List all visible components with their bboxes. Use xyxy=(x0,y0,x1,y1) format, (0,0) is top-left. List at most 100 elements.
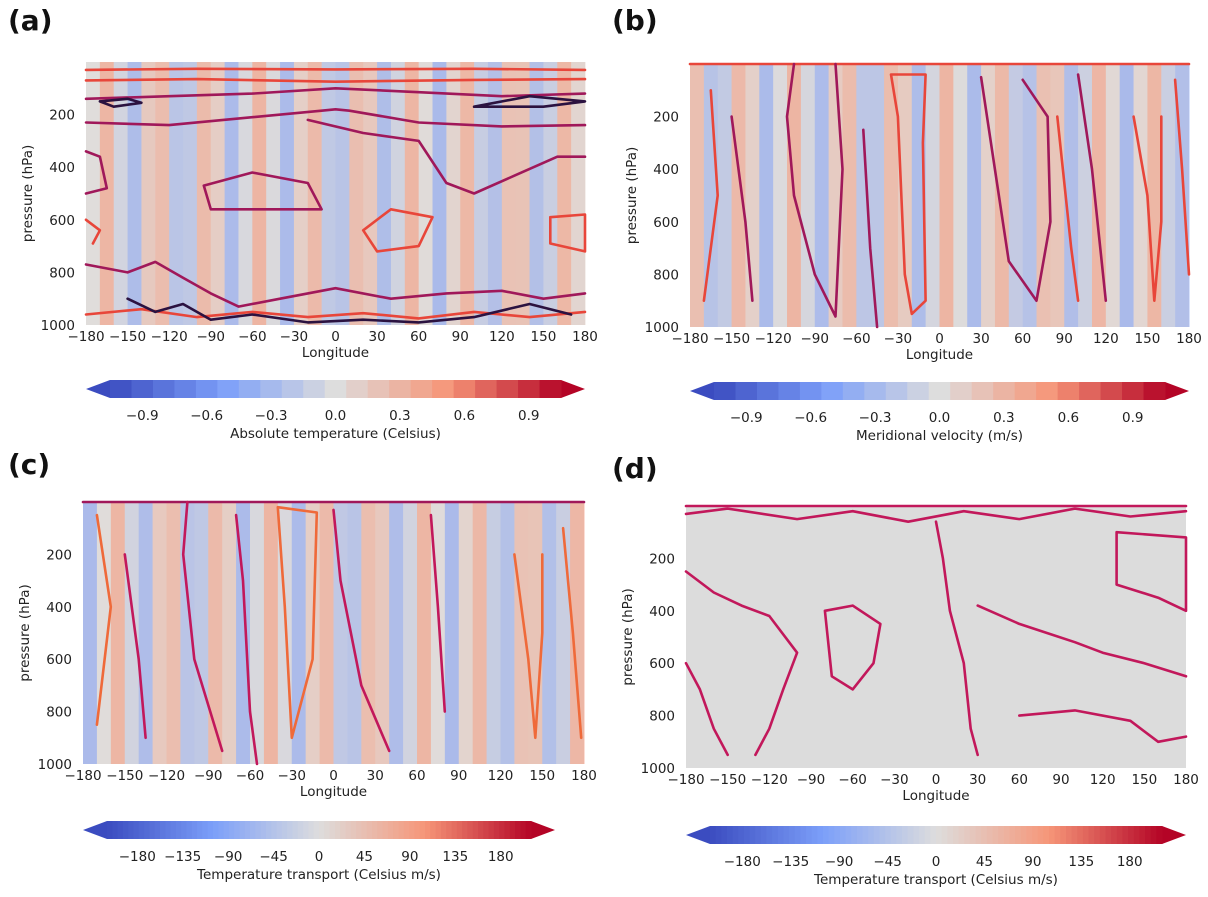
colorbar-segment xyxy=(244,821,251,839)
field-stripe xyxy=(1050,64,1065,327)
colorbar-tick-label: −90 xyxy=(214,849,243,865)
field-stripe xyxy=(375,502,390,764)
colorbar-segment xyxy=(297,821,304,839)
x-tick-label: 0 xyxy=(932,772,941,788)
colorbar-segment xyxy=(896,826,903,844)
x-tick-label: 120 xyxy=(489,329,515,345)
colorbar-segment xyxy=(308,821,315,839)
colorbar-segment xyxy=(998,826,1005,844)
colorbar-segment xyxy=(928,382,951,400)
field-stripe xyxy=(717,64,733,327)
colorbar-segment xyxy=(800,826,807,844)
chart-c: −180 −150 −120 −90 −60 −30 0 30 60 90 120 150 180 200… xyxy=(17,500,597,883)
contour-line xyxy=(84,108,587,128)
field-stripes xyxy=(690,64,1190,327)
field-stripe xyxy=(141,62,156,325)
contour-line xyxy=(549,213,587,253)
contour-line xyxy=(823,604,882,691)
colorbar-tick-label: −0.3 xyxy=(255,408,288,424)
contour-line xyxy=(1132,115,1163,302)
field-stripe xyxy=(814,64,830,327)
field-stripe xyxy=(335,62,350,325)
colorbar-segment xyxy=(842,382,865,400)
y-tick-label: 800 xyxy=(46,705,72,721)
colorbar-segment xyxy=(361,821,368,839)
x-axis-label: Longitude xyxy=(906,347,973,363)
x-axis-label: Longitude xyxy=(302,345,369,361)
field-stripe xyxy=(500,502,516,764)
colorbar-segment xyxy=(1116,826,1123,844)
x-tick-label: −120 xyxy=(151,329,188,345)
colorbar-segment xyxy=(496,380,519,398)
colorbar-segment xyxy=(749,826,756,844)
field-stripe xyxy=(208,502,223,764)
colorbar-segment xyxy=(975,826,982,844)
colorbar-segment xyxy=(432,380,455,398)
contour-lines xyxy=(81,500,586,766)
panel-label-a: (a) xyxy=(8,4,53,37)
field-stripe xyxy=(113,62,129,325)
field-stripe xyxy=(1105,64,1121,327)
y-tick-label: 800 xyxy=(649,709,675,725)
colorbar-segment xyxy=(281,380,304,398)
colorbar-segment xyxy=(941,826,948,844)
colorbar-segment xyxy=(324,380,347,398)
x-tick-label: 180 xyxy=(572,329,598,345)
colorbar-segment xyxy=(223,821,230,839)
colorbar-tick-label: 0.3 xyxy=(389,408,410,424)
colorbar-segment xyxy=(518,380,541,398)
field-stripe xyxy=(389,502,404,764)
colorbar-segment xyxy=(131,380,154,398)
plot-area xyxy=(686,506,1186,768)
colorbar-segment xyxy=(149,821,156,839)
y-tick-label: 400 xyxy=(46,600,72,616)
colorbar-min-extend xyxy=(690,382,714,400)
colorbar-segment xyxy=(303,380,326,398)
contour-line xyxy=(84,150,109,195)
axis-ticks: −180 −150 −120 −90 −60 −30 0 30 60 90 120 150 180 200… xyxy=(38,547,597,784)
x-tick-label: −30 xyxy=(884,331,913,347)
colorbar-tick-label: 0.6 xyxy=(1058,410,1079,426)
y-tick-label: 800 xyxy=(49,265,75,281)
field-stripe xyxy=(745,64,760,327)
colorbar-segment xyxy=(856,826,864,844)
colorbar-segment xyxy=(992,826,999,844)
x-tick-label: −60 xyxy=(236,768,265,784)
colorbar-segment xyxy=(472,821,479,839)
panel-d: (d) −180 −150 −120 −90 −60 −30 0 30 60 90 120 150 18… xyxy=(604,446,1208,893)
field-stripe xyxy=(349,62,364,325)
colorbar-segment xyxy=(250,821,256,839)
colorbar-segment xyxy=(950,382,973,400)
colorbar-segment xyxy=(834,826,841,844)
y-tick-label: 600 xyxy=(653,215,679,231)
x-tick-label: −150 xyxy=(713,331,750,347)
x-tick-label: 180 xyxy=(1173,772,1199,788)
colorbar-segment xyxy=(202,821,209,839)
contour-line xyxy=(1018,709,1188,744)
colorbar-segment xyxy=(313,821,320,839)
x-tick-label: −180 xyxy=(671,331,708,347)
field-stripe xyxy=(967,64,982,327)
colorbar-segment xyxy=(806,826,813,844)
colorbar-segment xyxy=(356,821,362,839)
colorbar-segment xyxy=(993,382,1016,400)
colorbar-segment xyxy=(1037,826,1044,844)
colorbar-segment xyxy=(873,826,880,844)
field-stripe xyxy=(1064,64,1079,327)
colorbar-segment xyxy=(329,821,336,839)
colorbar-segment xyxy=(515,821,521,839)
colorbar-segment xyxy=(924,826,931,844)
colorbar-segment xyxy=(186,821,193,839)
colorbar-segment xyxy=(743,826,751,844)
contour-line xyxy=(361,208,434,253)
colorbar-segment xyxy=(1079,382,1102,400)
colorbar-segment xyxy=(845,826,852,844)
contour-line xyxy=(98,97,143,108)
colorbar-segment xyxy=(732,826,739,844)
colorbar-segment xyxy=(1128,826,1135,844)
colorbar-segment xyxy=(403,821,410,839)
colorbar-segment xyxy=(451,821,458,839)
colorbar-segment xyxy=(710,826,717,844)
colorbar-segment xyxy=(879,826,886,844)
field-stripe xyxy=(124,502,140,764)
